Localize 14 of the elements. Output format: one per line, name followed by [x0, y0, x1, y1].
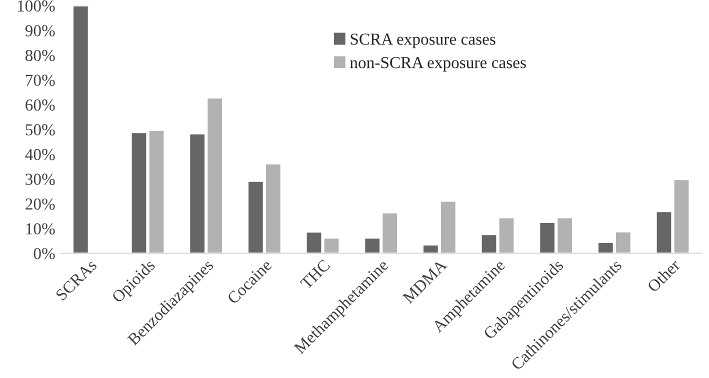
bar: [72, 6, 90, 254]
y-tick-label: 0%: [34, 248, 55, 260]
y-tick-label: 40%: [25, 148, 55, 160]
y-tick-label: 30%: [26, 174, 55, 185]
y-tick-label: 80%: [25, 50, 55, 62]
y-tick-label: 50%: [26, 124, 55, 136]
legend-label: non-SCRA exposure cases: [350, 57, 526, 72]
y-tick-label: 70%: [26, 74, 55, 86]
legend-label: SCRA exposure cases: [350, 34, 496, 48]
y-tick-label: 20%: [26, 198, 55, 210]
y-tick-label: 90%: [25, 25, 55, 36]
y-tick-label: 100%: [18, 0, 55, 12]
y-tick-label: 10%: [26, 223, 55, 234]
y-tick-label: 60%: [26, 99, 55, 111]
